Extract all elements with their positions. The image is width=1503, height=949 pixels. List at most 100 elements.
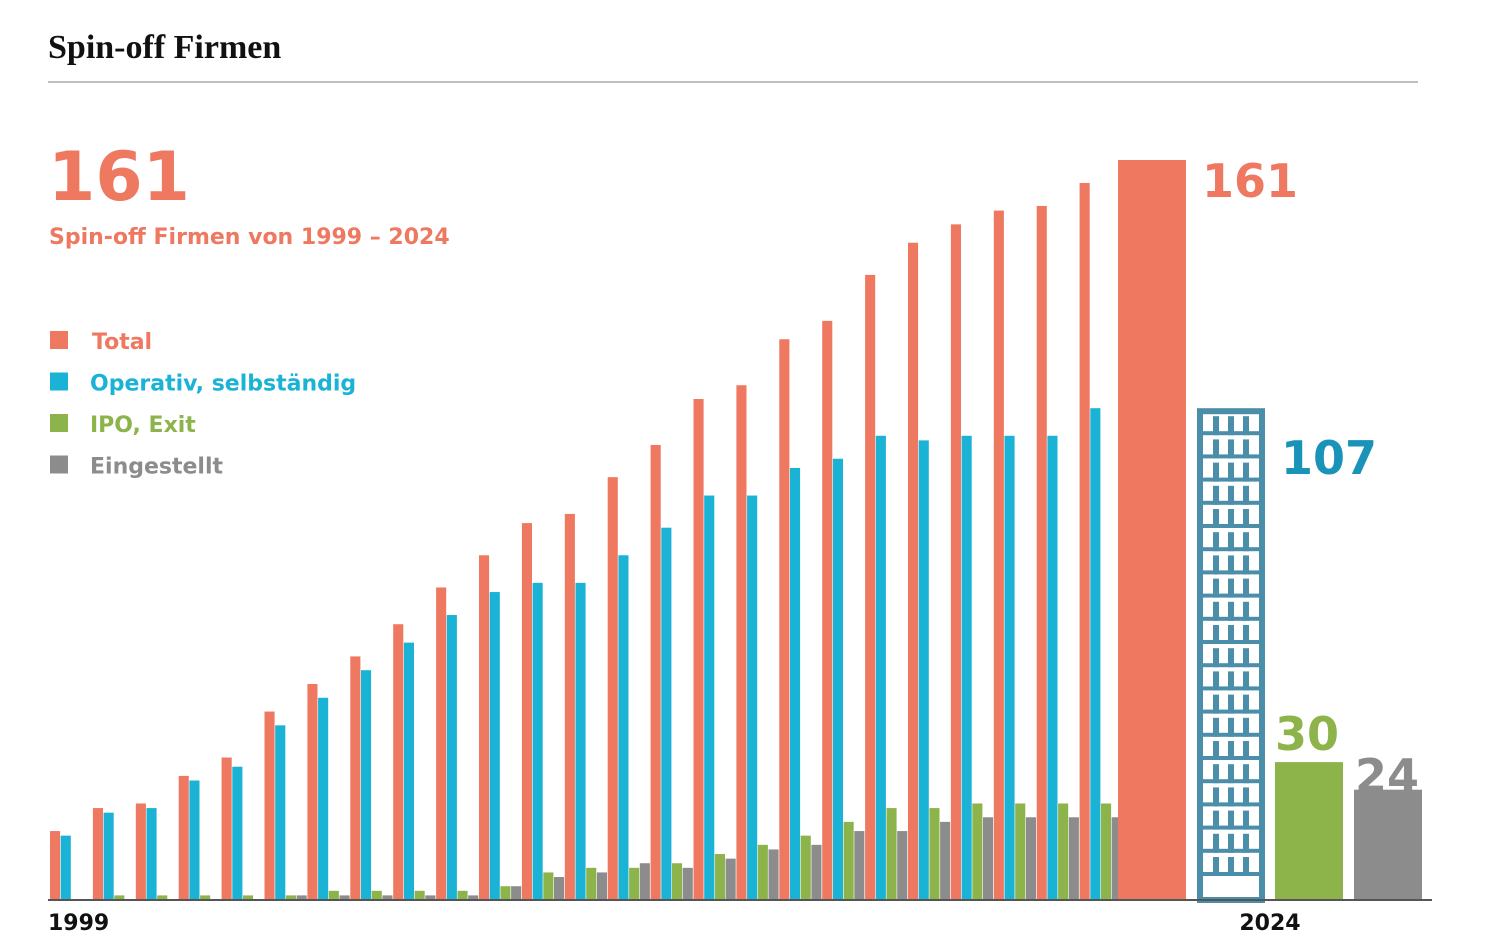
legend-label: Operativ, selbständig xyxy=(90,372,356,397)
chart-title: Spin-off Firmen xyxy=(48,29,281,66)
bar xyxy=(983,817,994,900)
building-column xyxy=(1213,764,1219,784)
bar xyxy=(339,895,350,900)
bar xyxy=(972,803,983,900)
bar xyxy=(500,886,511,900)
building-column xyxy=(1243,717,1249,737)
legend-swatch xyxy=(50,455,68,474)
building-column xyxy=(1228,462,1234,482)
bar xyxy=(414,890,425,900)
bar xyxy=(1275,762,1343,900)
building-column xyxy=(1243,740,1249,760)
bar xyxy=(92,808,103,900)
bar xyxy=(629,867,640,900)
bar xyxy=(371,890,382,900)
building-column xyxy=(1243,578,1249,598)
bar xyxy=(747,495,758,900)
bar xyxy=(157,895,168,900)
bar xyxy=(714,854,725,900)
value-label: 161 xyxy=(1202,154,1298,208)
bar xyxy=(725,858,736,900)
bar xyxy=(908,242,919,901)
bar xyxy=(489,592,500,900)
building-column xyxy=(1243,833,1249,853)
bar xyxy=(886,808,897,900)
bar xyxy=(393,624,404,900)
bar xyxy=(650,444,661,900)
headline: 161 xyxy=(48,138,190,217)
bar xyxy=(950,224,961,900)
building-column xyxy=(1213,601,1219,621)
building-column xyxy=(1243,439,1249,459)
bar xyxy=(736,385,747,900)
building-column xyxy=(1213,740,1219,760)
bar xyxy=(1101,803,1112,900)
bar xyxy=(1015,803,1026,900)
building-column xyxy=(1213,578,1219,598)
bar xyxy=(757,844,768,900)
building-column xyxy=(1213,648,1219,668)
building-column xyxy=(1228,555,1234,575)
building-column xyxy=(1243,648,1249,668)
building-column xyxy=(1213,810,1219,830)
bar xyxy=(1004,435,1015,900)
building-column xyxy=(1228,764,1234,784)
building-column xyxy=(1228,624,1234,644)
bar xyxy=(672,863,683,900)
bar xyxy=(221,757,232,900)
bar xyxy=(564,513,575,900)
bar xyxy=(865,274,876,900)
bar xyxy=(1058,803,1069,900)
bar xyxy=(285,895,296,900)
bar xyxy=(596,872,607,900)
legend-swatch xyxy=(50,372,68,391)
bar xyxy=(897,831,908,900)
bar xyxy=(1025,817,1036,900)
bar xyxy=(1079,182,1090,900)
building-column xyxy=(1228,439,1234,459)
value-label: 30 xyxy=(1275,707,1339,761)
bar xyxy=(1111,817,1122,900)
building-column xyxy=(1213,717,1219,737)
building-column xyxy=(1243,787,1249,807)
bar xyxy=(243,895,254,900)
building-column xyxy=(1243,624,1249,644)
building-column xyxy=(1243,601,1249,621)
bar xyxy=(200,895,211,900)
building-column xyxy=(1213,555,1219,575)
building-column xyxy=(1243,532,1249,552)
bar xyxy=(1354,789,1422,900)
bar xyxy=(178,775,189,900)
building-column xyxy=(1228,833,1234,853)
bar xyxy=(361,670,372,900)
bar xyxy=(328,890,339,900)
bar xyxy=(232,766,243,900)
legend-swatch xyxy=(50,414,68,432)
bar xyxy=(693,399,704,900)
building-column xyxy=(1213,485,1219,505)
building-column xyxy=(1228,694,1234,714)
bar xyxy=(554,877,565,900)
building-column xyxy=(1213,856,1219,876)
building-column xyxy=(1213,671,1219,691)
x-tick-label: 2024 xyxy=(1239,911,1300,936)
building-column xyxy=(1243,856,1249,876)
building-column xyxy=(1243,508,1249,528)
bar xyxy=(929,808,940,900)
bar xyxy=(854,831,865,900)
building-column xyxy=(1213,787,1219,807)
building-column xyxy=(1243,555,1249,575)
bar xyxy=(457,890,468,900)
building-column xyxy=(1243,462,1249,482)
building-column xyxy=(1243,485,1249,505)
bar xyxy=(639,863,650,900)
bar xyxy=(446,615,457,900)
bar xyxy=(403,642,414,900)
building-column xyxy=(1243,671,1249,691)
bar xyxy=(940,821,951,900)
bar xyxy=(146,808,157,900)
building-column xyxy=(1243,764,1249,784)
bar xyxy=(704,495,715,900)
building-column xyxy=(1213,532,1219,552)
